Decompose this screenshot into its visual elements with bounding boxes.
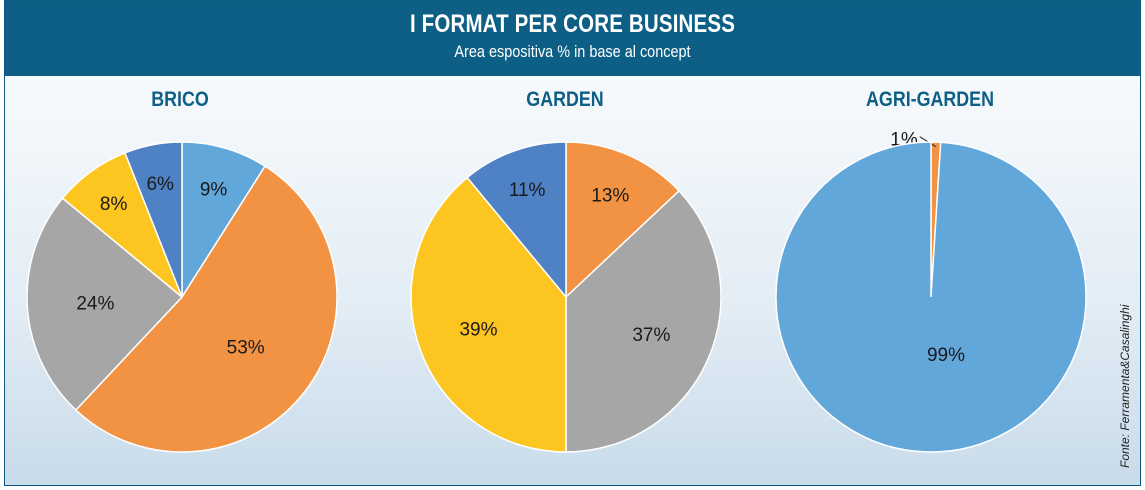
page-subtitle: Area espositiva % in base al concept	[454, 42, 691, 61]
chart-title-garden: GARDEN	[526, 88, 604, 111]
chart-title-brico: BRICO	[151, 88, 209, 111]
pie-slice-garden-1	[565, 189, 722, 453]
source-note: Fonte: Ferramenta&Casalinghi	[1118, 304, 1132, 468]
pie-slice-garden-0	[565, 141, 681, 299]
data-label-agri-garden-1: 99%	[927, 345, 965, 366]
header-banner: I FORMAT PER CORE BUSINESS Area espositi…	[5, 1, 1140, 76]
page-title: I FORMAT PER CORE BUSINESS	[409, 10, 736, 38]
pie-slice-garden-2	[410, 176, 567, 453]
pie-slice-agri-garden-1	[775, 141, 1087, 453]
pie-slice-brico-2	[26, 197, 184, 412]
data-label-garden-0: 13%	[591, 186, 629, 207]
data-label-garden-2: 39%	[459, 320, 497, 341]
pie-brico: 9% 53% 24% 8% 6%	[26, 141, 338, 453]
data-label-brico-3: 8%	[100, 194, 128, 215]
pie-slice-brico-1	[74, 165, 338, 453]
data-label-brico-1: 53%	[227, 337, 265, 358]
pie-slice-brico-0	[181, 141, 267, 300]
pie-slice-garden-3	[466, 141, 567, 300]
data-label-garden-3: 11%	[509, 180, 546, 201]
pie-slice-brico-4	[123, 141, 183, 298]
data-label-brico-2: 24%	[76, 293, 114, 314]
data-label-brico-4: 6%	[146, 174, 174, 195]
pie-agri-garden: 1%99%	[775, 130, 1087, 453]
data-label-brico-0: 9%	[200, 179, 228, 200]
chart-title-agri-garden: AGRI-GARDEN	[866, 88, 994, 111]
data-label-garden-1: 37%	[632, 325, 670, 346]
pie-garden: 13% 37% 39% 11%	[410, 141, 722, 453]
